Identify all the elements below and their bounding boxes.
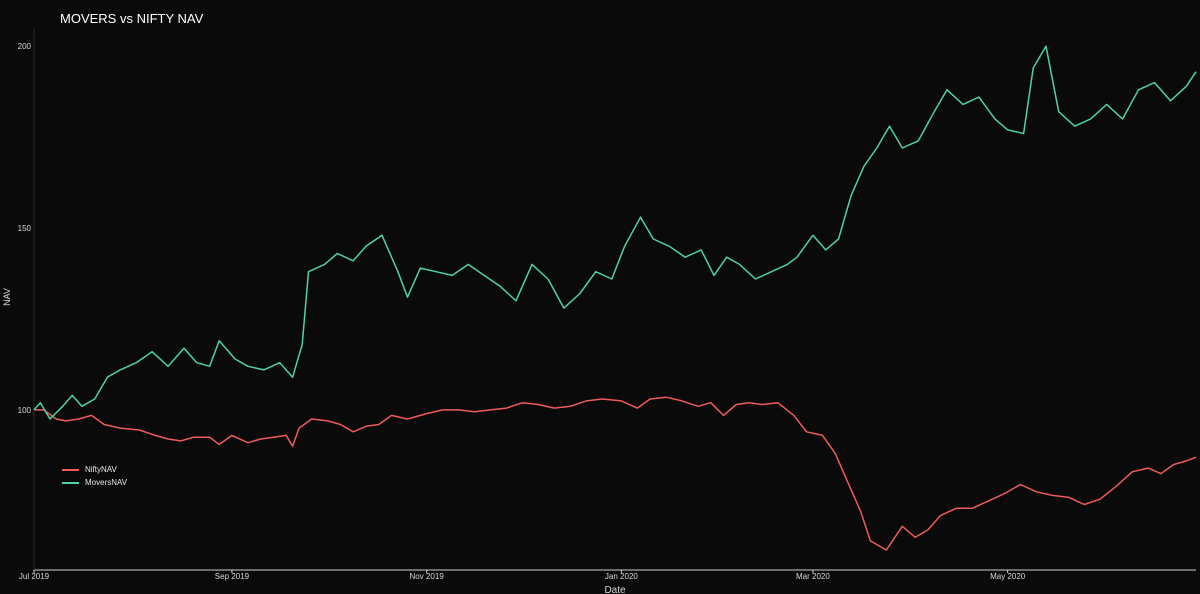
y-tick-label: 200 [18, 42, 32, 51]
chart-title: MOVERS vs NIFTY NAV [60, 11, 204, 26]
x-axis-label: Date [604, 585, 626, 594]
x-tick-label: Jul 2019 [19, 572, 50, 581]
legend-label: NiftyNAV [85, 465, 117, 474]
series-lines [33, 45, 1197, 551]
legend: NiftyNAV MoversNAV [62, 463, 127, 489]
x-tick-label: Mar 2020 [796, 572, 830, 581]
x-tick-label: Nov 2019 [410, 572, 445, 581]
series-line-niftynav [34, 396, 1197, 551]
x-tick-label: Sep 2019 [215, 572, 250, 581]
y-tick-label: 100 [18, 406, 32, 415]
legend-swatch [62, 468, 79, 471]
x-tick-label: May 2020 [990, 572, 1026, 581]
x-ticks: Jul 2019 Sep 2019 Nov 2019 Jan 2020 Mar 2020… [19, 570, 1026, 581]
legend-swatch [62, 481, 79, 484]
y-axis-label: NAV [2, 288, 12, 306]
legend-label: MoversNAV [85, 478, 128, 487]
x-tick-label: Jan 2020 [605, 572, 638, 581]
series-line-moversnav [33, 45, 1197, 420]
legend-item-moversnav[interactable]: MoversNAV [62, 476, 127, 489]
y-tick-label: 150 [18, 224, 32, 233]
y-ticks: 100 150 200 [18, 42, 32, 415]
legend-item-niftynav[interactable]: NiftyNAV [62, 463, 127, 476]
